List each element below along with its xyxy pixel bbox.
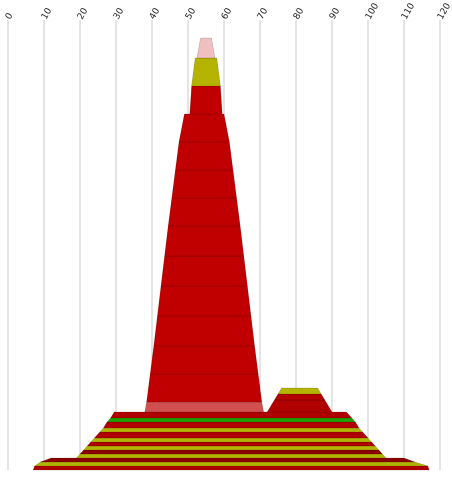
x-tick-label: 90 [328, 6, 343, 21]
x-tick-label: 80 [292, 6, 307, 21]
x-tick-label: 110 [400, 1, 417, 21]
x-tick-label: 60 [220, 6, 235, 21]
area-band-28 [191, 57, 221, 87]
x-tick-label: 20 [76, 6, 91, 21]
area-band-27 [189, 85, 223, 115]
area-band-0 [32, 465, 430, 471]
area-band-8 [93, 431, 369, 439]
area-band-14 [266, 399, 333, 413]
area-band-20 [157, 285, 252, 317]
x-tick-label: 50 [184, 6, 199, 21]
area-band-2 [40, 457, 415, 463]
area-band-26 [178, 113, 230, 143]
area-band-1 [33, 461, 428, 467]
area-band-18 [149, 345, 259, 375]
area-band-15 [274, 393, 326, 401]
area-band-25 [175, 141, 234, 171]
area-band-19 [153, 315, 255, 347]
x-tick-label: 10 [40, 6, 55, 21]
area-band-16 [277, 387, 322, 395]
area-band-23 [167, 197, 241, 227]
area-band-29 [196, 37, 216, 59]
area-band-9 [99, 427, 364, 433]
x-tick-label: 30 [112, 6, 127, 21]
area-band-3 [75, 453, 387, 459]
area-band-6 [86, 441, 376, 447]
area-band-13 [144, 401, 264, 413]
x-tick-label: 0 [4, 11, 16, 21]
area-band-17 [146, 373, 263, 403]
x-tick-label: 100 [364, 1, 381, 21]
area-band-7 [90, 437, 373, 443]
x-tick-labels: 0 10 20 30 40 50 60 70 80 90 100 110 120 [4, 1, 452, 21]
area-band-24 [171, 169, 237, 199]
area-band-12 [110, 411, 353, 419]
area-band-21 [160, 255, 248, 287]
x-tick-label: 40 [148, 6, 163, 21]
area-bands [32, 37, 430, 471]
area-band-5 [83, 445, 380, 451]
area-band-4 [79, 449, 383, 455]
area-band-22 [164, 225, 245, 257]
area-band-10 [103, 421, 360, 429]
x-tick-label: 70 [256, 6, 271, 21]
area-band-11 [106, 417, 356, 423]
x-tick-label: 120 [436, 1, 452, 21]
